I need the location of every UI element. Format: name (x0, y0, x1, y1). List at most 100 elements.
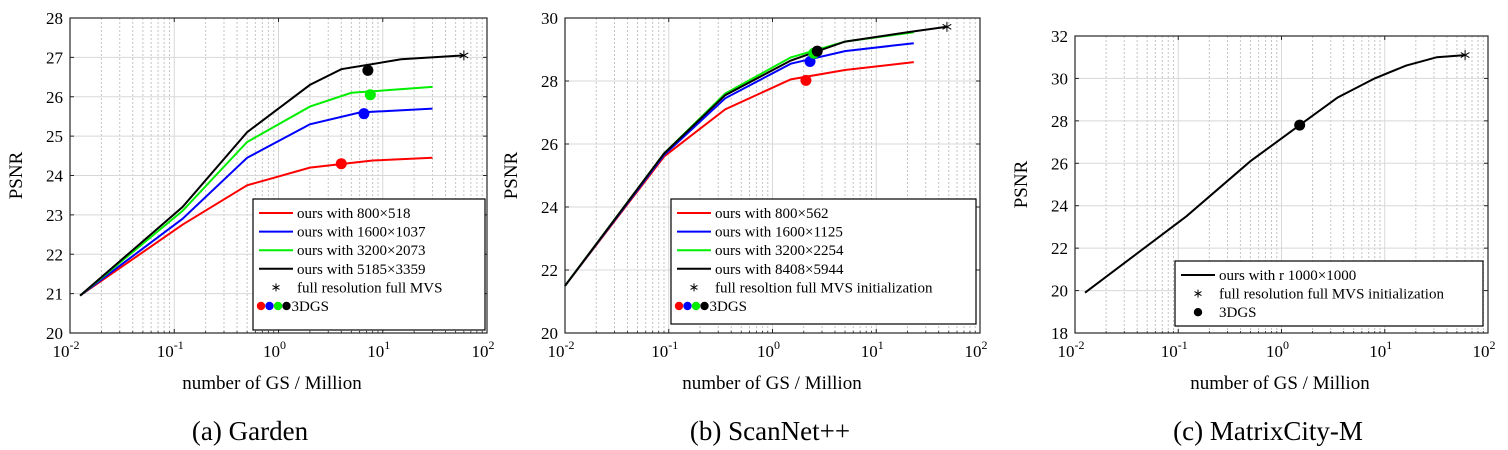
x-tick-label: 101 (367, 338, 390, 361)
x-tick-exponent: -1 (1178, 338, 1188, 352)
x-tick-exponent: -2 (70, 338, 80, 352)
legend-dot-3 (691, 301, 701, 311)
legend-dot-2 (265, 301, 274, 311)
3dgs-marker-1 (335, 158, 347, 170)
y-tick-label: 22 (46, 245, 63, 264)
x-tick-exponent: 0 (1283, 338, 1289, 352)
legend-entry-star: full resoltion full MVS initialization (715, 280, 933, 296)
legend-star-icon (690, 283, 698, 292)
panel-caption: (c) MatrixCity-M (1173, 416, 1363, 446)
3dgs-marker-3 (364, 89, 376, 101)
legend-box (252, 198, 486, 331)
x-tick-base: 10 (472, 342, 489, 361)
legend-dot-1 (674, 301, 684, 311)
x-tick-label: 10-2 (548, 338, 575, 361)
y-tick-label: 20 (46, 324, 63, 343)
3dgs-marker-2 (804, 55, 816, 67)
x-tick-base: 10 (157, 342, 174, 361)
x-tick-exponent: 1 (384, 338, 390, 352)
series-line-4 (79, 54, 464, 297)
legend-entry-3: ours with 3200×2254 (715, 243, 844, 259)
legend-entry-star: full resolution full MVS (297, 280, 442, 296)
series-line-1 (79, 156, 433, 297)
legend: ours with 800×562 ours with 1600×1125 ours… (670, 198, 977, 325)
x-axis-label: number of GS / Million (1190, 373, 1370, 394)
x-tick-base: 10 (965, 342, 982, 361)
y-tick-label: 27 (46, 48, 64, 67)
series-line-2 (79, 107, 433, 297)
x-tick-label: 100 (1266, 338, 1289, 361)
y-tick-label: 22 (541, 261, 558, 280)
x-tick-base: 10 (1058, 342, 1075, 361)
legend-entry-4: ours with 8408×5944 (715, 262, 844, 278)
x-tick-base: 10 (861, 342, 878, 361)
x-tick-label: 102 (472, 338, 495, 361)
x-tick-exponent: -1 (174, 338, 184, 352)
x-tick-base: 10 (1266, 342, 1283, 361)
y-tick-label: 25 (46, 127, 63, 146)
full-resolution-star-marker (942, 21, 952, 32)
y-tick-label: 18 (1051, 324, 1068, 343)
x-tick-label: 102 (965, 338, 988, 361)
y-tick-label: 20 (1051, 282, 1068, 301)
legend: ours with 800×518 ours with 1600×1037 ours… (252, 198, 486, 331)
x-tick-base: 10 (1161, 342, 1178, 361)
x-tick-base: 10 (548, 342, 565, 361)
x-tick-base: 10 (263, 342, 280, 361)
y-tick-label: 30 (541, 9, 558, 28)
star-stroke (1460, 52, 1470, 59)
legend-dot-3 (273, 301, 283, 311)
legend-dot-1 (256, 301, 266, 311)
y-tick-label: 20 (541, 324, 558, 343)
y-tick-label: 23 (46, 206, 63, 225)
y-tick-label: 28 (1051, 112, 1068, 131)
y-axis-label: PSNR (501, 151, 522, 199)
x-tick-label: 10-1 (651, 338, 678, 361)
3dgs-marker-4 (362, 64, 374, 76)
legend-entry-1: ours with 800×518 (297, 206, 410, 222)
full-resolution-star-marker (1460, 50, 1470, 61)
y-tick-label: 26 (541, 135, 558, 154)
x-tick-base: 10 (1473, 342, 1490, 361)
x-tick-label: 101 (861, 338, 884, 361)
x-tick-exponent: 1 (1386, 338, 1392, 352)
x-tick-label: 10-1 (1161, 338, 1188, 361)
3dgs-marker-1 (1294, 119, 1306, 131)
y-tick-label: 30 (1051, 69, 1068, 88)
legend-entry-3dgs: 3DGS (1219, 305, 1257, 321)
x-tick-exponent: 0 (280, 338, 286, 352)
star-stroke (272, 284, 280, 290)
series-line-1 (1084, 54, 1466, 294)
legend-star-icon (272, 283, 280, 292)
x-axis-label: number of GS / Million (682, 373, 862, 394)
y-tick-label: 28 (541, 72, 558, 91)
star-stroke (942, 23, 952, 30)
x-tick-base: 10 (53, 342, 70, 361)
x-tick-base: 10 (367, 342, 384, 361)
x-tick-exponent: 2 (982, 338, 988, 352)
x-tick-label: 101 (1369, 338, 1392, 361)
x-tick-label: 102 (1473, 338, 1496, 361)
legend-box (1174, 260, 1484, 327)
x-tick-exponent: 2 (489, 338, 495, 352)
y-tick-label: 26 (1051, 154, 1068, 173)
star-stroke (1194, 291, 1202, 297)
star-stroke (690, 284, 698, 290)
legend-entry-3: ours with 3200×2073 (297, 243, 425, 259)
panel-caption: (b) ScanNet++ (690, 416, 850, 446)
y-tick-label: 21 (46, 285, 63, 304)
legend-entry-1: ours with 800×562 (715, 206, 828, 222)
legend-dot-1 (1193, 308, 1203, 317)
legend-dot-4 (282, 301, 291, 311)
y-tick-label: 22 (1051, 239, 1068, 258)
x-tick-base: 10 (1369, 342, 1386, 361)
y-tick-label: 26 (46, 88, 63, 107)
panel-caption: (a) Garden (192, 416, 309, 446)
series-line-4 (564, 25, 948, 287)
legend-dot-2 (683, 301, 692, 311)
legend: ours with r 1000×1000 full resolution ful… (1174, 260, 1484, 327)
x-tick-exponent: -2 (565, 338, 575, 352)
